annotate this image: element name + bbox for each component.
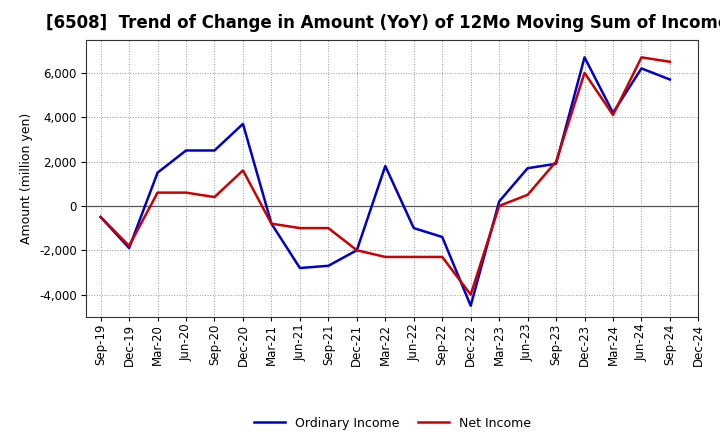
Ordinary Income <box>96 214 105 220</box>
Ordinary Income <box>353 248 361 253</box>
Net Income <box>96 214 105 220</box>
Title: [6508]  Trend of Change in Amount (YoY) of 12Mo Moving Sum of Incomes: [6508] Trend of Change in Amount (YoY) o… <box>46 15 720 33</box>
Ordinary Income <box>495 199 503 204</box>
Legend: Ordinary Income, Net Income: Ordinary Income, Net Income <box>248 412 536 435</box>
Ordinary Income <box>181 148 190 153</box>
Net Income <box>238 168 247 173</box>
Ordinary Income <box>438 235 446 240</box>
Ordinary Income <box>665 77 674 82</box>
Net Income <box>608 112 617 117</box>
Net Income <box>410 254 418 260</box>
Line: Ordinary Income: Ordinary Income <box>101 57 670 306</box>
Ordinary Income <box>637 66 646 71</box>
Ordinary Income <box>608 110 617 115</box>
Ordinary Income <box>238 121 247 127</box>
Net Income <box>267 221 276 226</box>
Net Income <box>637 55 646 60</box>
Net Income <box>467 292 475 297</box>
Net Income <box>523 192 532 198</box>
Ordinary Income <box>552 161 560 166</box>
Net Income <box>495 203 503 209</box>
Ordinary Income <box>467 303 475 308</box>
Line: Net Income: Net Income <box>101 57 670 295</box>
Ordinary Income <box>296 265 305 271</box>
Ordinary Income <box>410 225 418 231</box>
Ordinary Income <box>580 55 589 60</box>
Net Income <box>353 248 361 253</box>
Net Income <box>324 225 333 231</box>
Net Income <box>552 159 560 164</box>
Net Income <box>580 70 589 76</box>
Net Income <box>296 225 305 231</box>
Ordinary Income <box>125 246 133 251</box>
Ordinary Income <box>324 263 333 268</box>
Ordinary Income <box>153 170 162 175</box>
Net Income <box>381 254 390 260</box>
Net Income <box>438 254 446 260</box>
Y-axis label: Amount (million yen): Amount (million yen) <box>20 113 33 244</box>
Ordinary Income <box>523 165 532 171</box>
Ordinary Income <box>381 163 390 169</box>
Ordinary Income <box>210 148 219 153</box>
Net Income <box>125 243 133 249</box>
Net Income <box>210 194 219 200</box>
Net Income <box>153 190 162 195</box>
Ordinary Income <box>267 221 276 226</box>
Net Income <box>665 59 674 64</box>
Net Income <box>181 190 190 195</box>
